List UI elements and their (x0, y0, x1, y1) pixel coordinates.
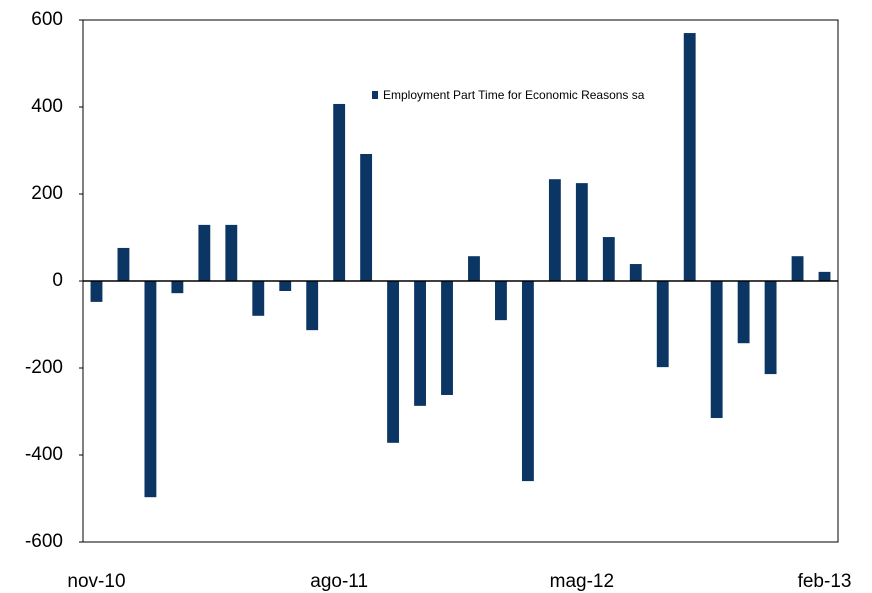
legend-swatch (372, 91, 378, 99)
legend-label: Employment Part Time for Economic Reason… (383, 88, 645, 102)
y-tick-label: 0 (52, 270, 63, 291)
bar (441, 281, 453, 395)
bar (575, 183, 588, 281)
bar (306, 281, 319, 331)
x-tick-label: ago-11 (310, 571, 368, 592)
bar (683, 33, 696, 281)
bar (710, 281, 723, 419)
bar (117, 247, 130, 281)
bar (198, 224, 211, 281)
bar (360, 153, 373, 281)
bar (495, 281, 507, 321)
bar (548, 179, 561, 281)
bar (629, 264, 642, 281)
y-tick-label: 400 (31, 96, 63, 117)
bar (279, 281, 292, 292)
x-tick-label: feb-13 (798, 571, 852, 592)
bar (144, 281, 157, 498)
bar (468, 256, 480, 281)
y-tick-label: -600 (25, 531, 63, 552)
y-tick-label: 600 (31, 9, 63, 30)
y-tick-label: 200 (31, 183, 63, 204)
legend: Employment Part Time for Economic Reason… (372, 88, 682, 103)
bar (656, 281, 669, 368)
x-tick-label: mag-12 (550, 571, 614, 592)
bar (252, 281, 265, 316)
bar (818, 271, 831, 281)
bar (225, 224, 238, 281)
bar (90, 281, 103, 302)
bar (171, 281, 184, 294)
bar (737, 281, 750, 344)
y-tick-label: -200 (25, 357, 63, 378)
bar (333, 103, 346, 281)
bar (414, 281, 426, 406)
bar (602, 237, 615, 281)
bar (387, 281, 400, 443)
x-tick-label: nov-10 (67, 571, 125, 592)
bar (521, 281, 534, 482)
bar (791, 256, 804, 281)
y-tick-label: -400 (25, 444, 63, 465)
bar (764, 281, 777, 375)
